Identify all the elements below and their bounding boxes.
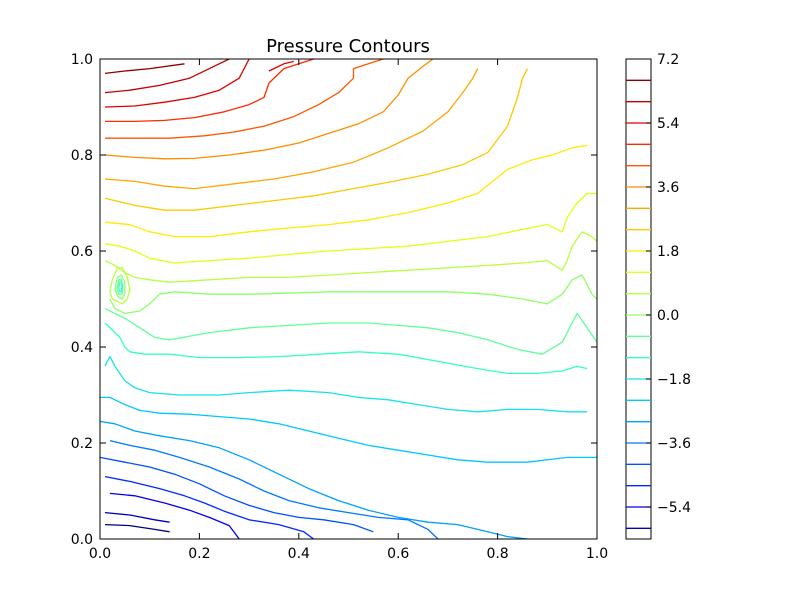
contour-line (104, 68, 528, 211)
chart-title: Pressure Contours (266, 36, 430, 57)
colorbar-tick-label: 1.8 (657, 244, 679, 260)
contour-line (104, 68, 479, 190)
contour-line (118, 281, 123, 293)
y-tick-label: 0.0 (71, 532, 93, 548)
x-tick-label: 0.2 (188, 546, 210, 562)
y-tick-label: 0.4 (71, 340, 93, 356)
contour-line (109, 439, 439, 539)
colorbar-tick-label: 0.0 (657, 308, 679, 324)
y-tick-label: 0.6 (71, 244, 93, 260)
y-tick-label: 0.8 (71, 148, 93, 164)
x-tick-label: 0.4 (288, 546, 310, 562)
contour-line (104, 59, 250, 108)
colorbar-frame (625, 58, 652, 540)
colorbar-tick-label: 5.4 (657, 116, 679, 132)
contour-line (104, 59, 230, 94)
colorbar: 7.2 5.4 3.6 1.8 0.0 −1.8 −3.6 −5.4 (625, 52, 691, 540)
plot-area: 0.0 0.2 0.4 0.6 0.8 1.0 0.0 0.2 0.4 0.6 0.8 1.0 (71, 52, 608, 562)
colorbar-tick-label: −1.8 (657, 372, 691, 388)
colorbar-tick-label: −3.6 (657, 436, 691, 452)
contour-line (104, 523, 170, 533)
contour-line (104, 144, 588, 238)
contour-line (105, 59, 314, 123)
contour-line (100, 420, 528, 539)
y-tick-label: 0.2 (71, 436, 93, 452)
colorbar-tick-label: −5.4 (657, 500, 691, 516)
contour-line (116, 279, 124, 295)
x-tick-label: 0.0 (89, 546, 111, 562)
x-tick-label: 0.6 (387, 546, 409, 562)
contour-line (114, 274, 126, 300)
contour-line (104, 63, 185, 75)
contour-line (100, 456, 374, 533)
y-tick-label: 1.0 (71, 52, 93, 68)
contour-line (104, 511, 170, 523)
contour-lines (100, 59, 597, 539)
contour-line (104, 475, 315, 539)
contour-line (100, 396, 597, 463)
contour-line (109, 274, 597, 315)
contour-line (268, 60, 294, 72)
colorbar-tick-label: 7.2 (657, 52, 679, 68)
contour-line (109, 492, 240, 539)
contour-line (104, 322, 588, 375)
plot-frame (99, 58, 598, 540)
x-tick-label: 1.0 (586, 546, 608, 562)
contour-line (104, 355, 588, 413)
contour-line (104, 308, 597, 355)
contour-line (109, 267, 131, 305)
contour-line (104, 231, 597, 283)
contour-line (104, 59, 434, 160)
contour-line (104, 192, 597, 264)
colorbar-tick-label: 3.6 (657, 180, 679, 196)
x-tick-label: 0.8 (486, 546, 508, 562)
contour-line (105, 59, 384, 139)
